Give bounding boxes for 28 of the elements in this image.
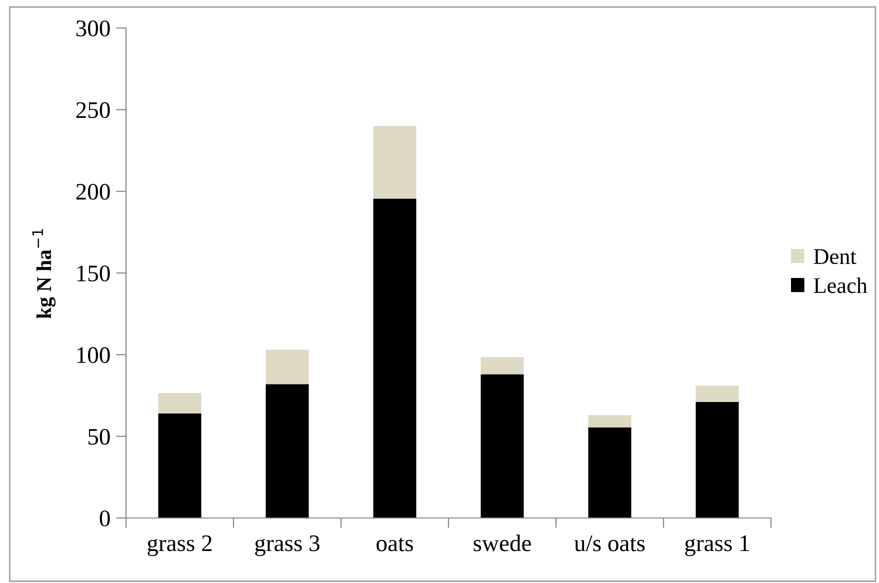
x-tick-label: swede — [474, 534, 531, 552]
x-tick-label: grass 3 — [255, 535, 320, 556]
x-tick-label: grass 1 — [685, 535, 749, 556]
bar — [696, 402, 739, 518]
legend-label: Leach — [814, 277, 868, 294]
y-tick-label: 200 — [76, 184, 110, 200]
y-tick-label: 150 — [77, 265, 110, 282]
x-tick-label: grass 2 — [148, 535, 212, 556]
bar — [373, 126, 416, 199]
bar — [373, 198, 416, 518]
y-tick-label: 50 — [88, 428, 110, 445]
y-tick-label: 0 — [100, 510, 110, 526]
bar — [588, 427, 632, 518]
y-tick-label: 100 — [77, 347, 110, 364]
bar — [480, 374, 524, 518]
bar — [480, 357, 524, 374]
y-tick-label: 300 — [76, 20, 110, 36]
bar — [158, 413, 202, 518]
x-tick-label: oats — [376, 538, 413, 552]
bar — [266, 384, 309, 518]
bar — [696, 386, 739, 402]
bar — [158, 393, 202, 414]
legend-label: Dent — [814, 249, 856, 264]
y-axis-title: kg N ha$^{−1}$ — [32, 229, 56, 318]
y-tick-label: 250 — [76, 102, 110, 118]
bar — [588, 415, 632, 428]
x-tick-label: u/s oats — [574, 535, 645, 552]
bar — [266, 350, 309, 384]
